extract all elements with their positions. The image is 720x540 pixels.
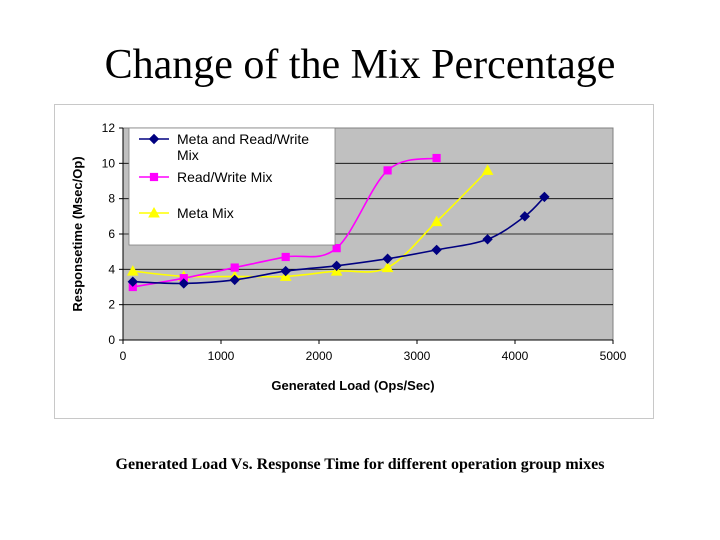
- series-0: [127, 191, 550, 289]
- data-point: [431, 244, 442, 256]
- y-tick-label: 12: [102, 121, 116, 135]
- x-tick-label: 2000: [306, 349, 333, 363]
- x-axis-title: Generated Load (Ops/Sec): [271, 378, 434, 393]
- x-tick-label: 5000: [600, 349, 627, 363]
- data-point: [482, 234, 493, 245]
- y-tick-label: 2: [108, 298, 115, 312]
- legend-swatch-marker: [148, 133, 160, 145]
- legend-swatch-marker: [149, 172, 159, 182]
- data-point: [383, 166, 392, 175]
- y-axis-title: Responsetime (Msec/Op): [70, 156, 85, 311]
- x-tick-label: 1000: [208, 349, 235, 363]
- data-point: [178, 278, 189, 289]
- data-point: [126, 265, 139, 276]
- x-tick-label: 4000: [502, 349, 529, 363]
- axes: 0 2 4 6 8 10 12 0 1000 2000 3000 4000 5000: [102, 121, 627, 363]
- data-point: [281, 252, 290, 262]
- legend-label: Meta Mix: [177, 205, 234, 221]
- data-point: [230, 263, 239, 272]
- series-layer: [126, 153, 550, 292]
- chart-frame: 0 2 4 6 8 10 12 0 1000 2000 3000 4000 5000 Meta and …: [54, 104, 654, 419]
- response-time-chart: 0 2 4 6 8 10 12 0 1000 2000 3000 4000 5000 Meta and …: [70, 121, 627, 393]
- data-point: [381, 261, 394, 273]
- series-line: [132, 196, 545, 285]
- data-point: [432, 153, 441, 163]
- figure-caption: Generated Load Vs. Response Time for dif…: [115, 456, 605, 473]
- x-tick-label: 3000: [404, 349, 431, 363]
- data-point: [229, 274, 240, 286]
- series-1: [128, 153, 441, 292]
- legend-box: [128, 127, 336, 246]
- y-tick-label: 4: [108, 262, 115, 276]
- data-point: [331, 260, 342, 272]
- y-tick-label: 8: [108, 192, 115, 206]
- legend-label: Mix: [177, 147, 199, 163]
- legend-label: Meta and Read/Write: [177, 131, 309, 147]
- data-point: [127, 276, 139, 287]
- y-tick-label: 10: [102, 156, 116, 170]
- data-point: [280, 265, 291, 277]
- data-point: [430, 215, 443, 227]
- data-point: [519, 211, 531, 222]
- y-tick-label: 0: [108, 333, 115, 347]
- data-point: [332, 244, 341, 253]
- x-tick-label: 0: [120, 349, 127, 363]
- legend-swatch-marker: [148, 206, 160, 218]
- data-point: [481, 164, 494, 175]
- data-point: [539, 191, 550, 203]
- y-tick-label: 6: [108, 227, 115, 241]
- data-point: [382, 253, 393, 264]
- legend-label: Read/Write Mix: [177, 169, 272, 185]
- slide-title: Change of the Mix Percentage: [104, 42, 616, 88]
